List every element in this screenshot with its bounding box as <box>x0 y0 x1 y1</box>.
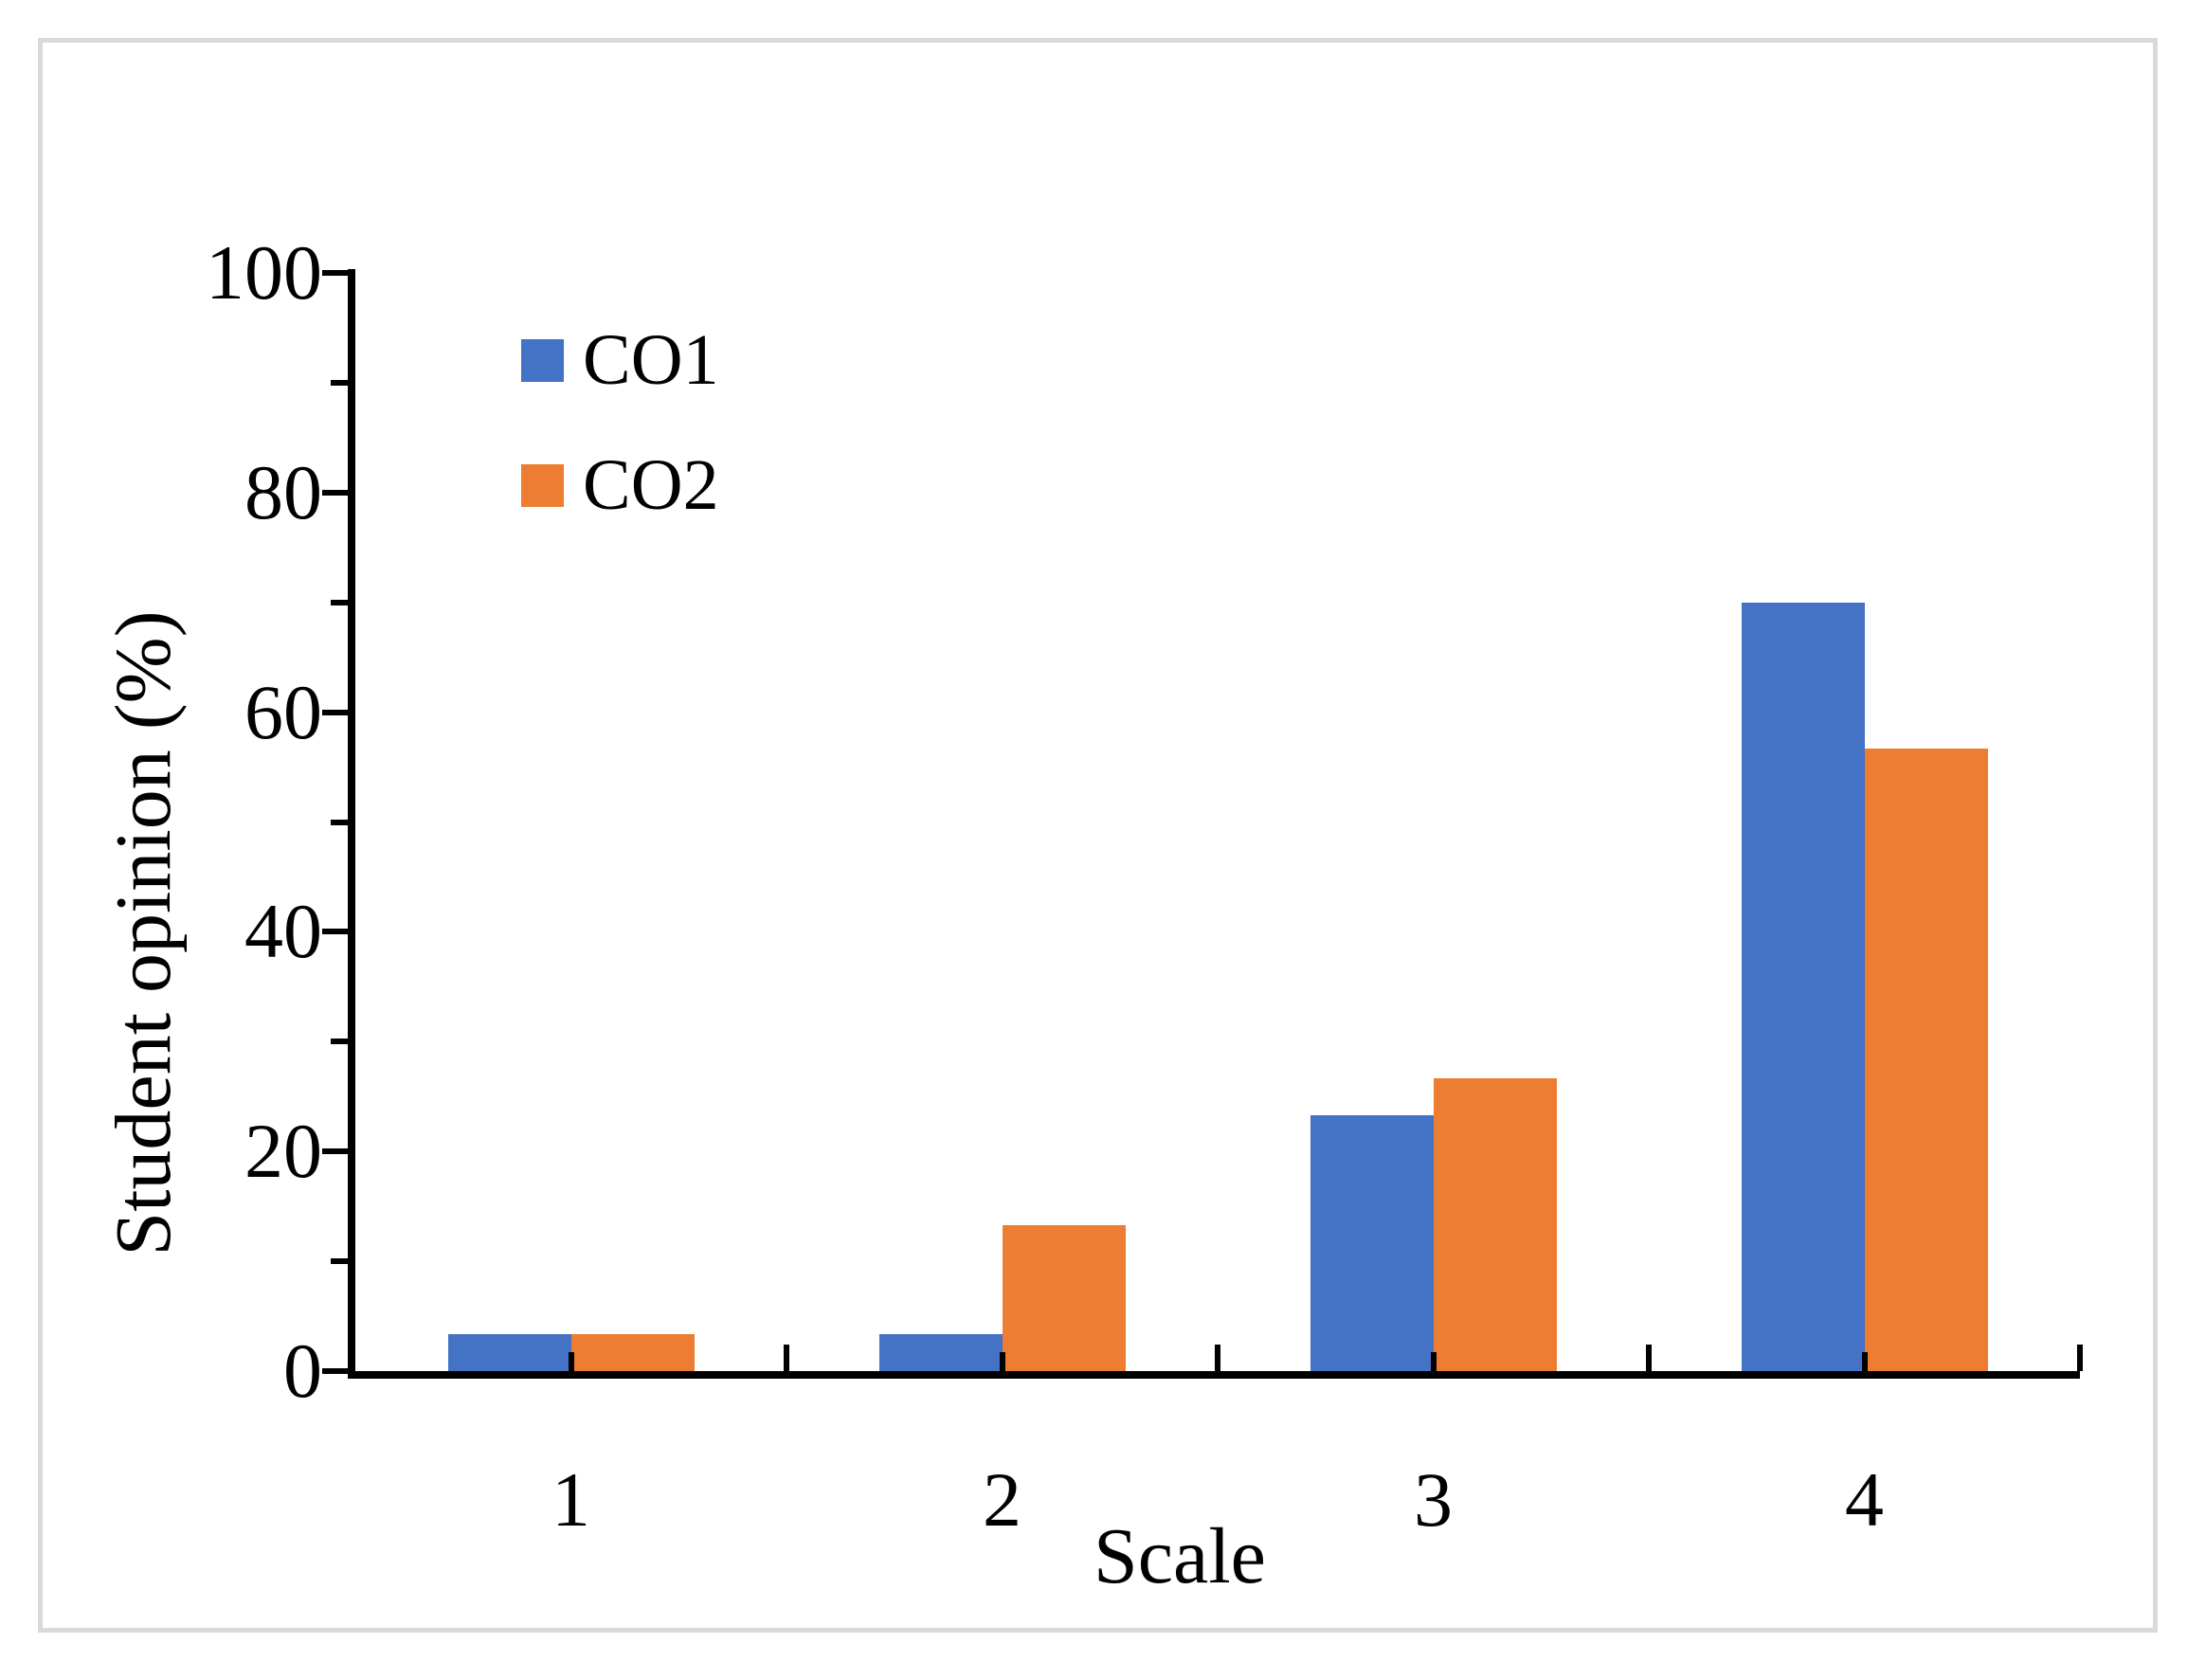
y-minor-tick <box>331 1039 348 1045</box>
y-minor-tick <box>331 1258 348 1265</box>
x-axis-title: Scale <box>1093 1512 1266 1600</box>
bar-co2-cat2 <box>1002 1224 1126 1371</box>
y-minor-tick <box>331 599 348 605</box>
bar-co2-cat1 <box>570 1334 695 1371</box>
legend-label-co1: CO1 <box>583 320 719 400</box>
x-boundary-tick <box>1215 1345 1220 1371</box>
bar-co2-cat4 <box>1864 749 1988 1371</box>
legend-label-co2: CO2 <box>583 445 719 525</box>
y-major-tick <box>322 1148 348 1155</box>
y-tick-label: 80 <box>244 448 322 535</box>
legend-item-co1: CO1 <box>521 322 719 398</box>
legend-swatch-co2 <box>521 463 564 507</box>
x-center-tick <box>568 1352 574 1371</box>
y-minor-tick <box>331 379 348 386</box>
x-category-label: 3 <box>1414 1456 1453 1543</box>
legend-swatch-co1 <box>521 338 564 382</box>
y-tick-label: 100 <box>206 229 322 316</box>
x-center-tick <box>999 1352 1005 1371</box>
y-major-tick <box>322 709 348 715</box>
y-tick-label: 20 <box>244 1108 322 1195</box>
y-major-tick <box>322 929 348 935</box>
bar-co2-cat3 <box>1433 1077 1557 1371</box>
x-category-label: 2 <box>983 1456 1021 1543</box>
x-category-label: 4 <box>1845 1456 1884 1543</box>
x-center-tick <box>1861 1352 1868 1371</box>
y-axis-line <box>348 269 355 1379</box>
bar-co1-cat4 <box>1741 602 1865 1371</box>
bar-co1-cat3 <box>1310 1114 1434 1371</box>
x-boundary-tick <box>784 1345 789 1371</box>
bar-co1-cat1 <box>447 1334 571 1371</box>
legend-item-co2: CO2 <box>521 447 719 523</box>
x-category-label: 1 <box>551 1456 590 1543</box>
x-boundary-tick <box>1646 1345 1652 1371</box>
y-major-tick <box>322 1368 348 1374</box>
y-minor-tick <box>331 819 348 825</box>
y-tick-label: 40 <box>244 888 322 975</box>
y-major-tick <box>322 489 348 496</box>
figure-frame-border <box>38 38 2158 1633</box>
x-boundary-tick <box>2077 1345 2083 1371</box>
y-tick-label: 60 <box>244 668 322 755</box>
x-axis-line <box>348 1371 2080 1379</box>
y-tick-label: 0 <box>283 1328 322 1414</box>
bar-co1-cat2 <box>878 1334 1003 1371</box>
x-center-tick <box>1430 1352 1437 1371</box>
y-major-tick <box>322 270 348 276</box>
